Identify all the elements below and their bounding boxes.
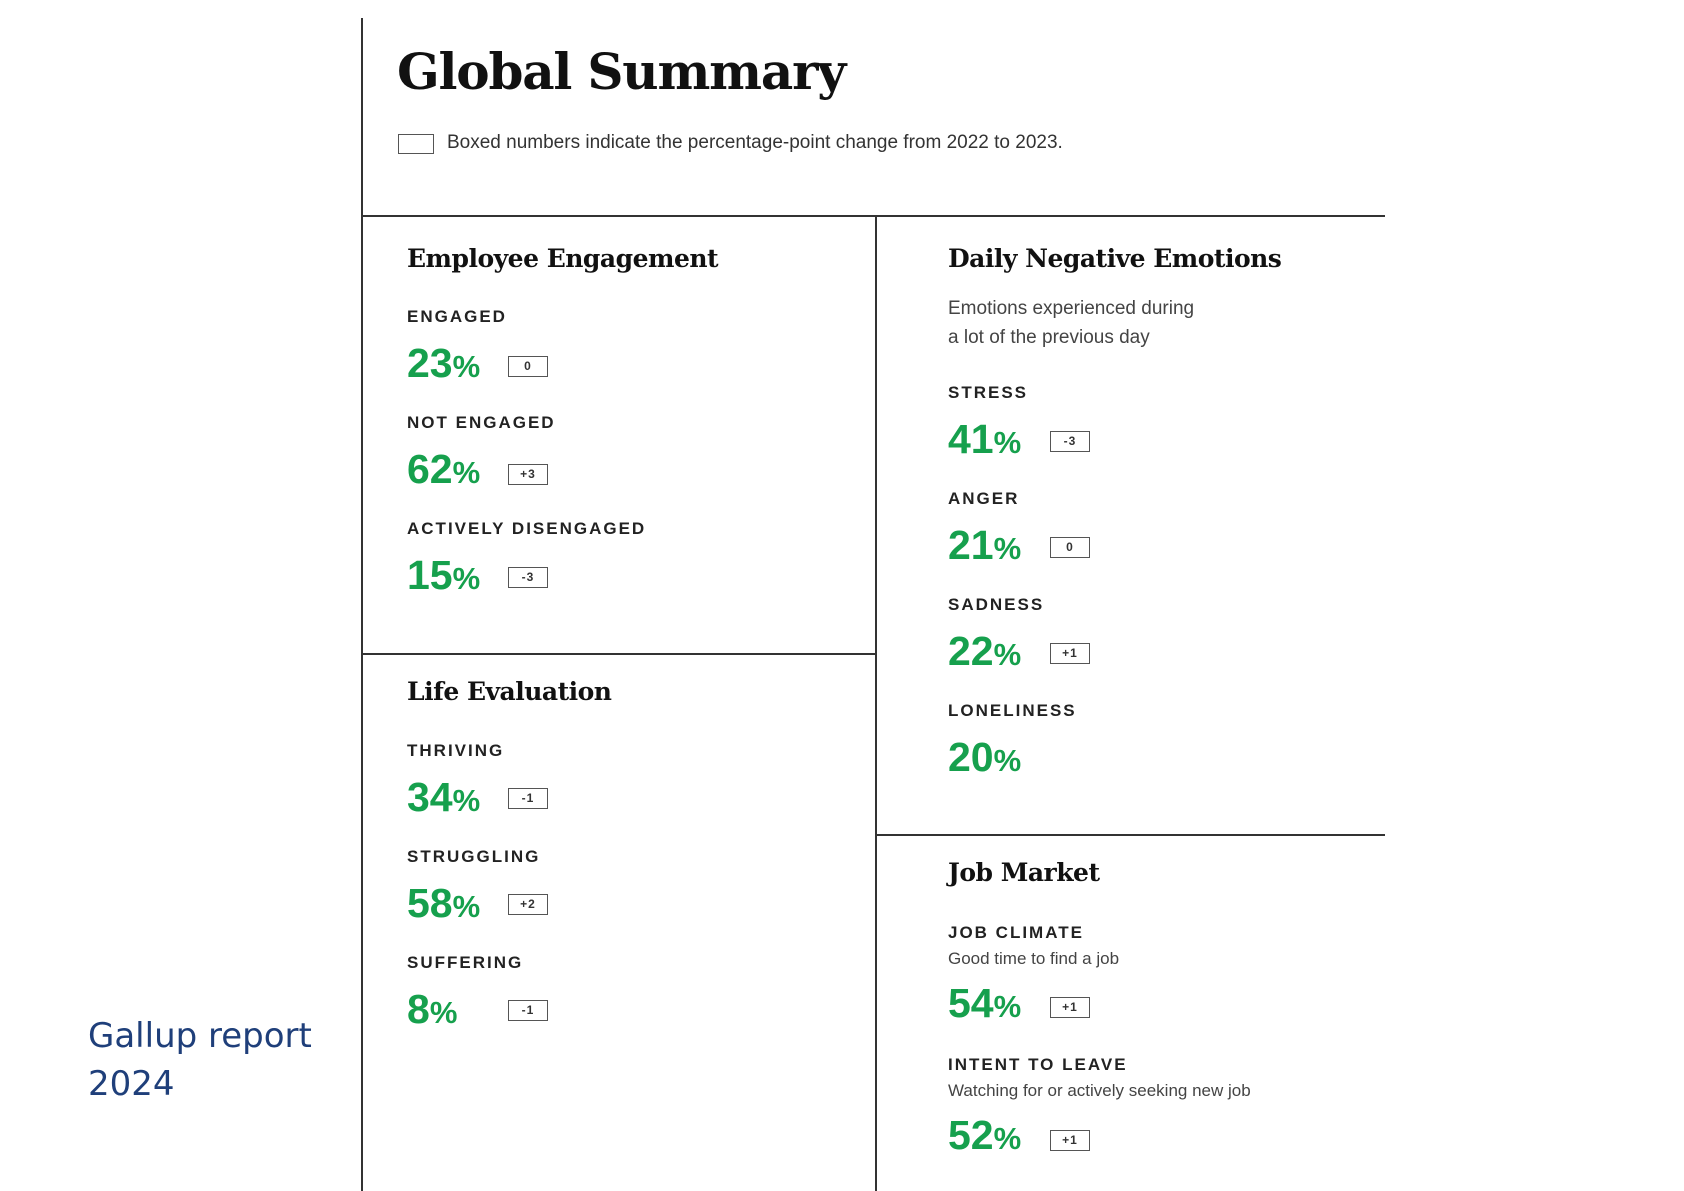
thriving-unit: % — [452, 783, 481, 818]
loneliness-value: 20% — [948, 737, 1021, 778]
not-engaged-unit: % — [452, 455, 481, 490]
sadness-unit: % — [993, 637, 1022, 672]
header-rule — [361, 215, 1385, 217]
anger-unit: % — [993, 531, 1022, 566]
actively-disengaged-number: 15 — [407, 552, 453, 598]
engaged-value: 23% — [407, 343, 480, 384]
engaged-change: 0 — [508, 356, 548, 377]
report-caption-line1: Gallup report — [88, 1016, 312, 1056]
not-engaged-number: 62 — [407, 446, 453, 492]
engagement-title: Employee Engagement — [407, 244, 719, 273]
not-engaged-value: 62% — [407, 449, 480, 490]
intent-to-leave-sub: Watching for or actively seeking new job — [948, 1081, 1251, 1100]
thriving-change: -1 — [508, 788, 548, 809]
stress-label: STRESS — [948, 383, 1029, 402]
engagement-life-rule — [361, 653, 876, 655]
emotions-subtitle-2: a lot of the previous day — [948, 327, 1150, 348]
life-title: Life Evaluation — [407, 677, 612, 706]
sadness-label: SADNESS — [948, 595, 1045, 614]
thriving-value: 34% — [407, 777, 480, 818]
suffering-value: 8% — [407, 989, 457, 1030]
emotions-subtitle-1: Emotions experienced during — [948, 298, 1195, 319]
job-climate-unit: % — [993, 989, 1022, 1024]
sadness-value: 22% — [948, 631, 1021, 672]
engaged-unit: % — [452, 349, 481, 384]
not-engaged-label: NOT ENGAGED — [407, 413, 556, 432]
sadness-number: 22 — [948, 628, 994, 674]
legend-box — [398, 134, 434, 154]
anger-label: ANGER — [948, 489, 1020, 508]
actively-disengaged-label: ACTIVELY DISENGAGED — [407, 519, 647, 538]
suffering-number: 8 — [407, 986, 430, 1032]
engaged-label: ENGAGED — [407, 307, 507, 326]
intent-to-leave-value: 52% — [948, 1115, 1021, 1156]
job-climate-change: +1 — [1050, 997, 1090, 1018]
job-climate-sub: Good time to find a job — [948, 949, 1120, 968]
struggling-change: +2 — [508, 894, 548, 915]
loneliness-number: 20 — [948, 734, 994, 780]
actively-disengaged-unit: % — [452, 561, 481, 596]
struggling-number: 58 — [407, 880, 453, 926]
intent-to-leave-number: 52 — [948, 1112, 994, 1158]
job-climate-label: JOB CLIMATE — [948, 923, 1084, 942]
page-title: Global Summary — [397, 42, 846, 101]
job-climate-number: 54 — [948, 980, 994, 1026]
loneliness-unit: % — [993, 743, 1022, 778]
loneliness-label: LONELINESS — [948, 701, 1077, 720]
struggling-unit: % — [452, 889, 481, 924]
thriving-number: 34 — [407, 774, 453, 820]
stress-number: 41 — [948, 416, 994, 462]
job-climate-value: 54% — [948, 983, 1021, 1024]
anger-number: 21 — [948, 522, 994, 568]
struggling-label: STRUGGLING — [407, 847, 541, 866]
thriving-label: THRIVING — [407, 741, 505, 760]
anger-change: 0 — [1050, 537, 1090, 558]
emotions-title: Daily Negative Emotions — [948, 244, 1282, 273]
not-engaged-change: +3 — [508, 464, 548, 485]
report-caption-line2: 2024 — [88, 1064, 175, 1104]
jobs-title: Job Market — [948, 858, 1100, 887]
suffering-change: -1 — [508, 1000, 548, 1021]
legend-text: Boxed numbers indicate the percentage-po… — [447, 132, 1063, 153]
intent-to-leave-label: INTENT TO LEAVE — [948, 1055, 1128, 1074]
sadness-change: +1 — [1050, 643, 1090, 664]
struggling-value: 58% — [407, 883, 480, 924]
left-rule — [361, 18, 363, 1191]
intent-to-leave-unit: % — [993, 1121, 1022, 1156]
engaged-number: 23 — [407, 340, 453, 386]
emotions-jobs-rule — [875, 834, 1385, 836]
stress-unit: % — [993, 425, 1022, 460]
center-rule — [875, 215, 877, 1191]
actively-disengaged-value: 15% — [407, 555, 480, 596]
intent-to-leave-change: +1 — [1050, 1130, 1090, 1151]
suffering-unit: % — [429, 995, 458, 1030]
stress-change: -3 — [1050, 431, 1090, 452]
stress-value: 41% — [948, 419, 1021, 460]
suffering-label: SUFFERING — [407, 953, 524, 972]
actively-disengaged-change: -3 — [508, 567, 548, 588]
anger-value: 21% — [948, 525, 1021, 566]
